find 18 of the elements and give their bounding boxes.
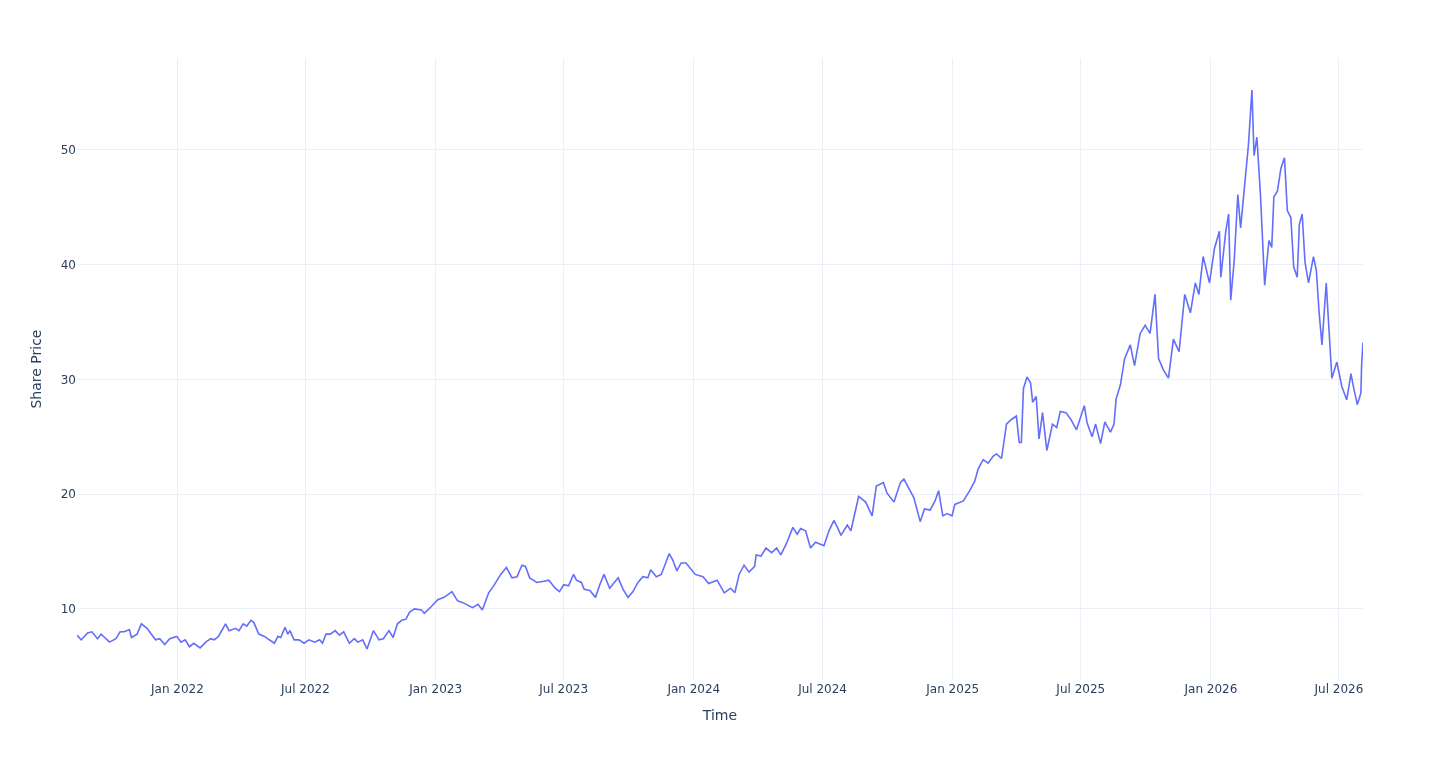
x-axis-title: Time <box>701 707 738 724</box>
y-axis-title: Share Price <box>28 329 45 409</box>
x-tick-label: Jan 2023 <box>408 682 463 696</box>
x-tick-label: Jan 2026 <box>1183 682 1238 696</box>
x-tick-label: Jan 2025 <box>925 682 980 696</box>
x-tick-label: Jul 2025 <box>1055 682 1106 696</box>
y-tick-label: 40 <box>60 257 76 272</box>
x-tick-label: Jan 2024 <box>666 682 721 696</box>
y-tick-label: 10 <box>60 602 76 617</box>
y-tick-label: 30 <box>60 372 76 387</box>
x-tick-label: Jul 2026 <box>1313 682 1364 696</box>
y-tick-label: 20 <box>60 487 76 502</box>
x-tick-label: Jan 2022 <box>150 682 204 696</box>
y-tick-label: 50 <box>60 143 76 158</box>
line-series <box>77 89 1363 650</box>
x-tick-label: Jul 2022 <box>280 682 330 696</box>
x-tick-label: Jul 2024 <box>797 682 847 696</box>
x-tick-label: Jul 2023 <box>538 682 589 696</box>
